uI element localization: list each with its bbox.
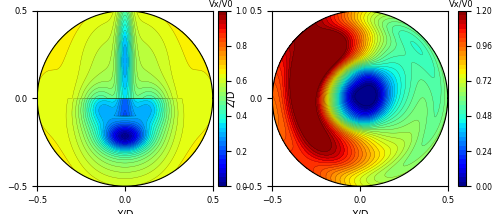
X-axis label: X/D: X/D xyxy=(351,210,369,214)
Y-axis label: Z/D: Z/D xyxy=(227,90,237,107)
Title: Vx/V0: Vx/V0 xyxy=(209,0,234,9)
Title: Vx/V0: Vx/V0 xyxy=(449,0,474,9)
Y-axis label: Z/D: Z/D xyxy=(0,90,2,107)
X-axis label: X/D: X/D xyxy=(116,210,134,214)
